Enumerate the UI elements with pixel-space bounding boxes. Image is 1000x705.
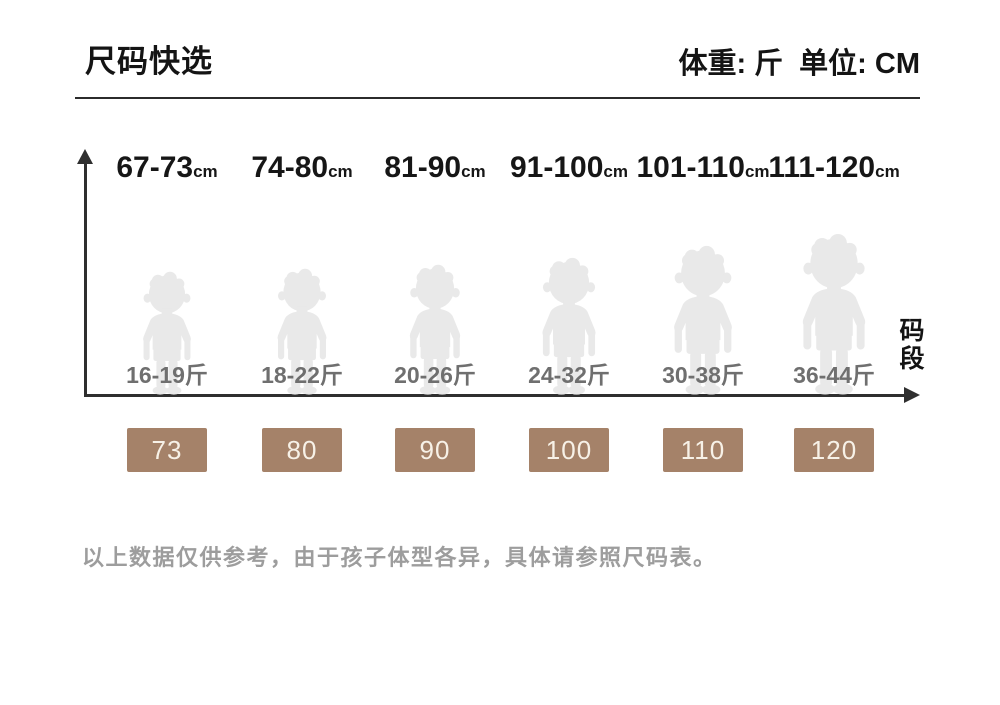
size-column: 101-110cm 30-38斤 110 bbox=[636, 0, 770, 705]
weight-range-label: 36-44斤 bbox=[793, 362, 875, 388]
header-divider bbox=[75, 97, 920, 99]
x-axis-label: 码段 bbox=[896, 317, 924, 373]
height-range-value: 91-100 bbox=[510, 151, 604, 184]
child-silhouette-icon bbox=[143, 271, 191, 395]
size-box: 100 bbox=[529, 428, 609, 472]
height-range-value: 67-73 bbox=[116, 151, 194, 184]
height-range-unit: cm bbox=[193, 162, 218, 181]
size-unit-label: 单位: CM bbox=[799, 48, 920, 80]
size-box: 120 bbox=[794, 428, 874, 472]
size-column: 67-73cm 16-19斤 73 bbox=[100, 0, 234, 705]
x-axis-arrow-icon bbox=[904, 387, 920, 403]
height-range-label: 81-90cm bbox=[368, 151, 502, 185]
size-box-label: 120 bbox=[810, 434, 858, 465]
weight-range-label: 20-26斤 bbox=[394, 362, 476, 388]
weight-unit-label: 体重: 斤 bbox=[678, 48, 784, 80]
x-axis bbox=[84, 394, 906, 397]
y-axis bbox=[84, 160, 87, 396]
height-range-value: 111-120 bbox=[768, 151, 876, 184]
child-silhouette-icon bbox=[277, 268, 327, 395]
height-range-unit: cm bbox=[461, 162, 486, 181]
height-range-label: 74-80cm bbox=[235, 151, 369, 185]
size-box: 110 bbox=[663, 428, 743, 472]
height-range-unit: cm bbox=[744, 162, 770, 181]
height-range-value: 74-80 bbox=[251, 151, 329, 184]
size-box-label: 80 bbox=[286, 434, 318, 465]
height-range-label: 91-100cm bbox=[502, 151, 636, 185]
weight-range-label: 24-32斤 bbox=[528, 362, 610, 388]
height-range-label: 111-120cm bbox=[767, 151, 901, 185]
height-range-unit: cm bbox=[875, 162, 900, 181]
size-box-label: 100 bbox=[545, 434, 593, 465]
size-box: 80 bbox=[262, 428, 342, 472]
weight-range-label: 18-22斤 bbox=[261, 362, 343, 388]
weight-range-label: 16-19斤 bbox=[126, 362, 208, 388]
height-range-value: 81-90 bbox=[384, 151, 462, 184]
page-title: 尺码快选 bbox=[85, 44, 213, 79]
size-column: 81-90cm 20-26斤 90 bbox=[368, 0, 502, 705]
height-range-value: 101-110 bbox=[636, 151, 745, 184]
size-box-label: 90 bbox=[419, 434, 451, 465]
child-silhouette-icon bbox=[802, 233, 866, 395]
child-silhouette-icon bbox=[409, 264, 461, 395]
child-silhouette-icon bbox=[542, 257, 596, 395]
height-range-unit: cm bbox=[328, 162, 353, 181]
units-note: 体重: 斤单位: CM bbox=[678, 40, 920, 82]
size-box-label: 110 bbox=[680, 434, 726, 465]
size-column: 91-100cm 24-32斤 100 bbox=[502, 0, 636, 705]
size-column: 111-120cm 36-44斤 120 bbox=[767, 0, 901, 705]
size-box: 73 bbox=[127, 428, 207, 472]
height-range-unit: cm bbox=[603, 162, 628, 181]
height-range-label: 67-73cm bbox=[100, 151, 234, 185]
footnote: 以上数据仅供参考，由于孩子体型各异，具体请参照尺码表。 bbox=[82, 545, 717, 570]
size-box-label: 73 bbox=[151, 434, 183, 465]
height-range-label: 101-110cm bbox=[636, 151, 770, 185]
size-box: 90 bbox=[395, 428, 475, 472]
weight-range-label: 30-38斤 bbox=[662, 362, 744, 388]
size-column: 74-80cm 18-22斤 80 bbox=[235, 0, 369, 705]
y-axis-arrow-icon bbox=[77, 149, 93, 164]
child-silhouette-icon bbox=[674, 245, 732, 395]
